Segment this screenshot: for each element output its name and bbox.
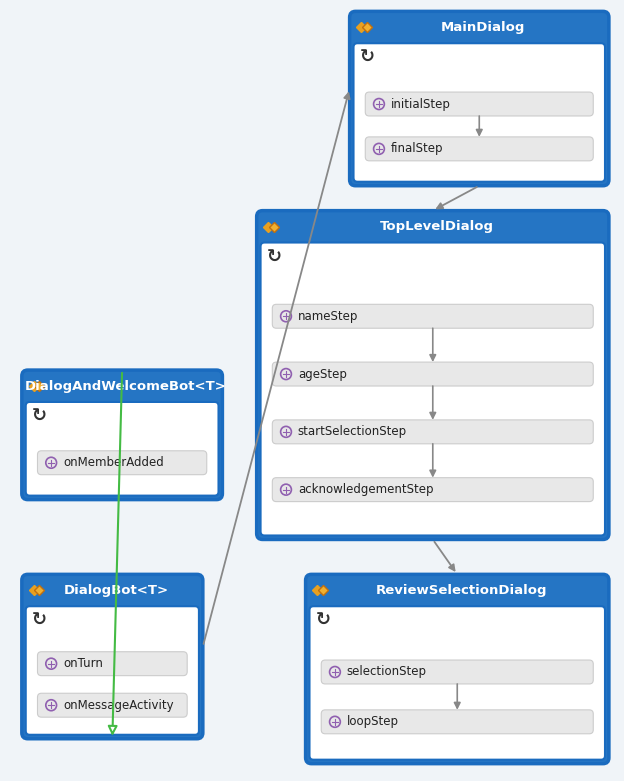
FancyBboxPatch shape — [354, 43, 605, 182]
Text: DialogBot<T>: DialogBot<T> — [64, 583, 169, 597]
Text: ↻: ↻ — [316, 612, 331, 629]
FancyBboxPatch shape — [26, 606, 199, 735]
FancyBboxPatch shape — [256, 211, 609, 540]
FancyBboxPatch shape — [22, 370, 222, 500]
FancyBboxPatch shape — [310, 606, 605, 760]
Text: nameStep: nameStep — [298, 310, 358, 323]
Text: ReviewSelectionDialog: ReviewSelectionDialog — [376, 583, 547, 597]
FancyBboxPatch shape — [272, 478, 593, 501]
FancyBboxPatch shape — [37, 694, 187, 717]
FancyBboxPatch shape — [272, 362, 593, 386]
Text: ↻: ↻ — [32, 612, 47, 629]
FancyBboxPatch shape — [26, 402, 218, 496]
FancyBboxPatch shape — [37, 451, 207, 475]
FancyBboxPatch shape — [272, 305, 593, 328]
Text: acknowledgementStep: acknowledgementStep — [298, 483, 433, 496]
FancyBboxPatch shape — [272, 420, 593, 444]
Text: ↻: ↻ — [266, 248, 282, 266]
FancyBboxPatch shape — [365, 137, 593, 161]
Text: onMessageActivity: onMessageActivity — [63, 699, 173, 711]
Text: ageStep: ageStep — [298, 368, 346, 380]
Text: initialStep: initialStep — [391, 98, 451, 111]
Text: onMemberAdded: onMemberAdded — [63, 456, 163, 469]
Text: DialogAndWelcomeBot<T>: DialogAndWelcomeBot<T> — [25, 380, 227, 393]
Text: ↻: ↻ — [32, 407, 47, 425]
Text: loopStep: loopStep — [347, 715, 399, 729]
Text: finalStep: finalStep — [391, 142, 443, 155]
FancyBboxPatch shape — [365, 92, 593, 116]
FancyBboxPatch shape — [321, 710, 593, 734]
FancyBboxPatch shape — [22, 574, 203, 739]
Text: onTurn: onTurn — [63, 657, 103, 670]
FancyBboxPatch shape — [306, 574, 609, 764]
Text: ↻: ↻ — [359, 48, 375, 66]
FancyBboxPatch shape — [37, 651, 187, 676]
Text: selectionStep: selectionStep — [347, 665, 427, 679]
Text: MainDialog: MainDialog — [441, 21, 525, 34]
FancyBboxPatch shape — [321, 660, 593, 684]
Text: TopLevelDialog: TopLevelDialog — [379, 220, 494, 233]
Text: startSelectionStep: startSelectionStep — [298, 426, 407, 438]
FancyBboxPatch shape — [349, 12, 609, 186]
FancyBboxPatch shape — [261, 243, 605, 536]
